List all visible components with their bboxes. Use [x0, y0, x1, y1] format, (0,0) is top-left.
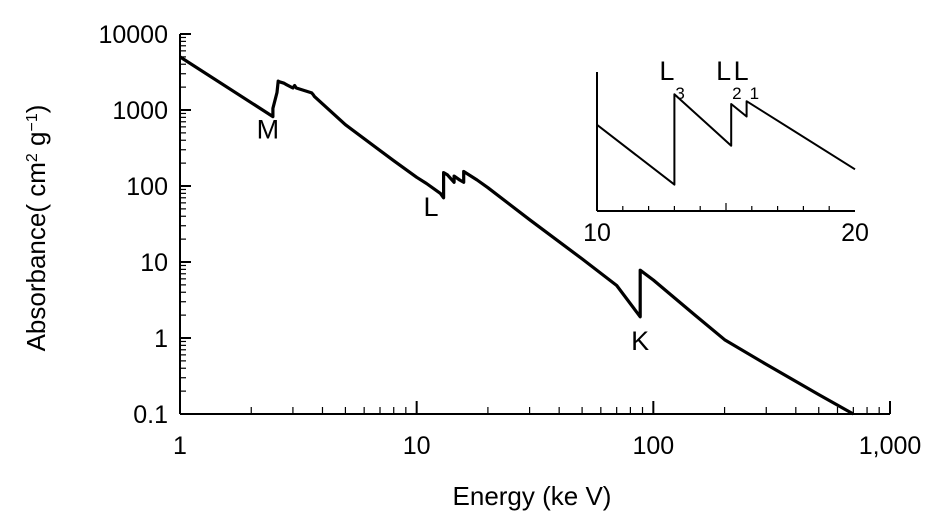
inset-x-tick-label: 10	[583, 219, 611, 247]
y-axis-title-text: Absorbance	[21, 213, 51, 352]
y-axis-unit-open: ( cm	[21, 162, 51, 213]
inset-edge-label-l3-letter: L	[659, 56, 674, 86]
edge-annotation-l: L	[424, 192, 439, 222]
absorption-curve-series-0	[179, 55, 855, 416]
y-axis-unit-close: )	[21, 105, 51, 114]
y-axis-title: Absorbance( cm2 g−1)	[21, 105, 51, 352]
y-tick-label: 10	[140, 249, 168, 277]
x-tick-label: 10	[403, 432, 431, 460]
y-tick-label: 1	[154, 325, 168, 353]
x-axis-title: Energy (ke V)	[453, 481, 612, 511]
x-tick-label: 1,000	[859, 432, 922, 460]
inset-edge-label-l1-letter: L	[734, 56, 749, 86]
inset-edge-label-l2-letter: L	[716, 56, 731, 86]
edge-annotation-m: M	[257, 115, 280, 145]
y-axis-unit-exp1: 2	[24, 153, 41, 162]
y-tick-label: 10000	[98, 21, 168, 49]
y-axis-unit-exp2: −1	[24, 113, 41, 131]
inset-edge-label-l3-subscript: 3	[675, 84, 684, 103]
inset-x-tick-label: 20	[841, 219, 869, 247]
inset-edge-label-l2-subscript: 2	[732, 84, 741, 103]
inset-edge-label-l1-subscript: 1	[750, 84, 759, 103]
y-tick-label: 1000	[112, 97, 168, 125]
inset-curve-series-0	[596, 93, 856, 186]
y-tick-label: 100	[126, 173, 168, 201]
x-tick-label: 100	[632, 432, 674, 460]
y-axis-unit-g: g	[21, 132, 51, 154]
edge-annotation-k: K	[631, 326, 649, 356]
y-tick-label: 0.1	[133, 401, 168, 429]
x-tick-label: 1	[173, 432, 187, 460]
